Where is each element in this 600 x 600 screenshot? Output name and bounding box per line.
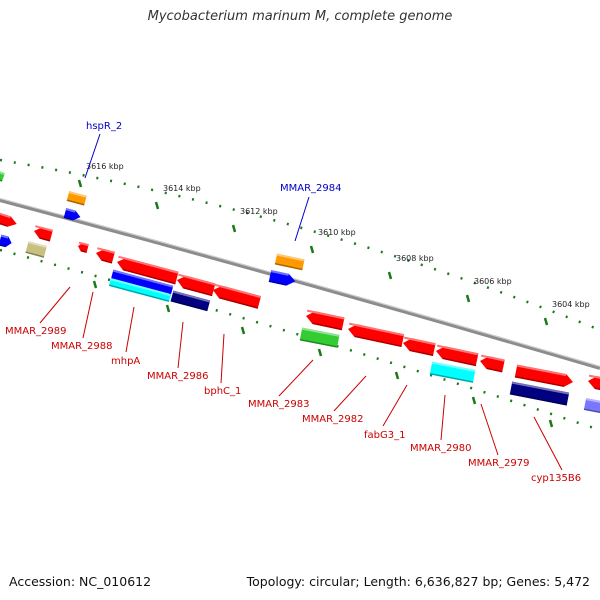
ruler-tick-label: 3612 kbp (240, 207, 278, 216)
ruler-tick-label: 3616 kbp (86, 162, 124, 171)
cds-box-cyan (429, 361, 476, 383)
ruler-tick-mark (465, 294, 471, 303)
ruler-tick-label: 3606 kbp (474, 277, 512, 286)
mhpA-feature (117, 255, 179, 285)
accession-text: Accession: NC_010612 (9, 574, 152, 589)
gene-label-bphc-1: bphC_1 (204, 386, 241, 397)
label-connector (440, 394, 446, 441)
ruler-track: 3616 kbp 3614 kbp 3612 kbp 3610 kbp 3608 kbp… (0, 158, 600, 432)
ruler-tick-mark (543, 317, 549, 326)
cds-box-green (0, 169, 5, 182)
cds-arrow (588, 374, 600, 392)
cds-arrow (177, 273, 216, 297)
ruler-tick-label: 3604 kbp (552, 300, 590, 309)
MMAR-2980-feature (436, 344, 479, 367)
cds-box-lavender (583, 398, 600, 414)
backbone-line (0, 198, 600, 370)
label-connector (294, 196, 310, 242)
bphC-1-feature (213, 283, 262, 309)
genome-backbone (0, 198, 600, 370)
inner-track-tick (165, 304, 171, 313)
gene-label-mmar-2982: MMAR_2982 (302, 414, 364, 425)
MMAR-2979-feature (480, 354, 505, 373)
label-connector (177, 321, 184, 369)
ruler-tick-label: 3610 kbp (318, 228, 356, 237)
ruler-tick-label: 3614 kbp (163, 184, 201, 193)
gene-label-cyp135b6: cyp135B6 (531, 473, 581, 484)
label-connector (220, 333, 225, 384)
cyp135B6-feature (509, 381, 570, 406)
feature-track (0, 169, 600, 414)
cds-arrow-blue (268, 270, 296, 286)
inner-track-tick (471, 396, 477, 405)
label-connector (382, 384, 408, 427)
label-connector (533, 416, 563, 471)
cds-arrow-blue (0, 234, 12, 248)
gene-label-mmar-2984: MMAR_2984 (280, 183, 342, 194)
label-connector (480, 403, 499, 456)
label-connector (125, 306, 135, 353)
gene-label-mmar-2986: MMAR_2986 (147, 371, 209, 382)
cds-arrow (34, 225, 53, 242)
label-connector (82, 291, 94, 339)
gene-labels: hspR_2 MMAR_2984 MMAR_2989 MMAR_2988 mhpA MMA… (5, 121, 581, 484)
inner-track-tick (92, 280, 98, 289)
MMAR-2984-feature (274, 253, 305, 271)
inner-track-tick (548, 419, 554, 428)
MMAR-2982-feature (348, 322, 405, 348)
gene-label-mhpa: mhpA (111, 356, 140, 367)
ruler-tick-mark (77, 179, 83, 188)
gene-label-mmar-2989: MMAR_2989 (5, 326, 67, 337)
gene-label-mmar-2980: MMAR_2980 (410, 443, 472, 454)
cds-arrow (96, 247, 115, 264)
inner-track-tick (317, 348, 323, 357)
figure-title: Mycobacterium marinum M, complete genome (147, 9, 453, 24)
label-connector (278, 359, 314, 397)
inner-track-tick (394, 371, 400, 380)
cds-arrow (514, 364, 573, 387)
fabG3-1-feature (403, 336, 436, 357)
cds-arrow-blue (63, 208, 81, 221)
ruler-tick-label: 3608 kbp (396, 254, 434, 263)
inner-track-tick (240, 326, 246, 335)
cds-arrow-khaki (25, 241, 47, 258)
ruler-tick-mark (154, 201, 160, 210)
ruler-tick-mark (309, 245, 315, 254)
label-connector (333, 375, 367, 412)
ruler-tick-mark (231, 224, 237, 233)
gene-label-mmar-2979: MMAR_2979 (468, 458, 530, 469)
ruler-tick-mark (387, 271, 393, 280)
gene-label-fabg3-1: fabG3_1 (364, 430, 405, 441)
cds-arrow (0, 210, 17, 227)
label-connector (39, 286, 71, 324)
hspR-2-feature (66, 191, 87, 206)
label-connector (84, 133, 101, 179)
MMAR-2983-feature (299, 327, 340, 348)
gene-label-mmar-2988: MMAR_2988 (51, 341, 113, 352)
cds-box-cyan (108, 278, 171, 302)
cds-box-navy (170, 290, 211, 312)
gene-label-mmar-2983: MMAR_2983 (248, 399, 310, 410)
cds-arrow (306, 309, 345, 331)
cds-arrow (78, 241, 89, 253)
genome-summary-text: Topology: circular; Length: 6,636,827 bp… (246, 574, 590, 589)
gene-label-hspr-2: hspR_2 (86, 121, 122, 132)
